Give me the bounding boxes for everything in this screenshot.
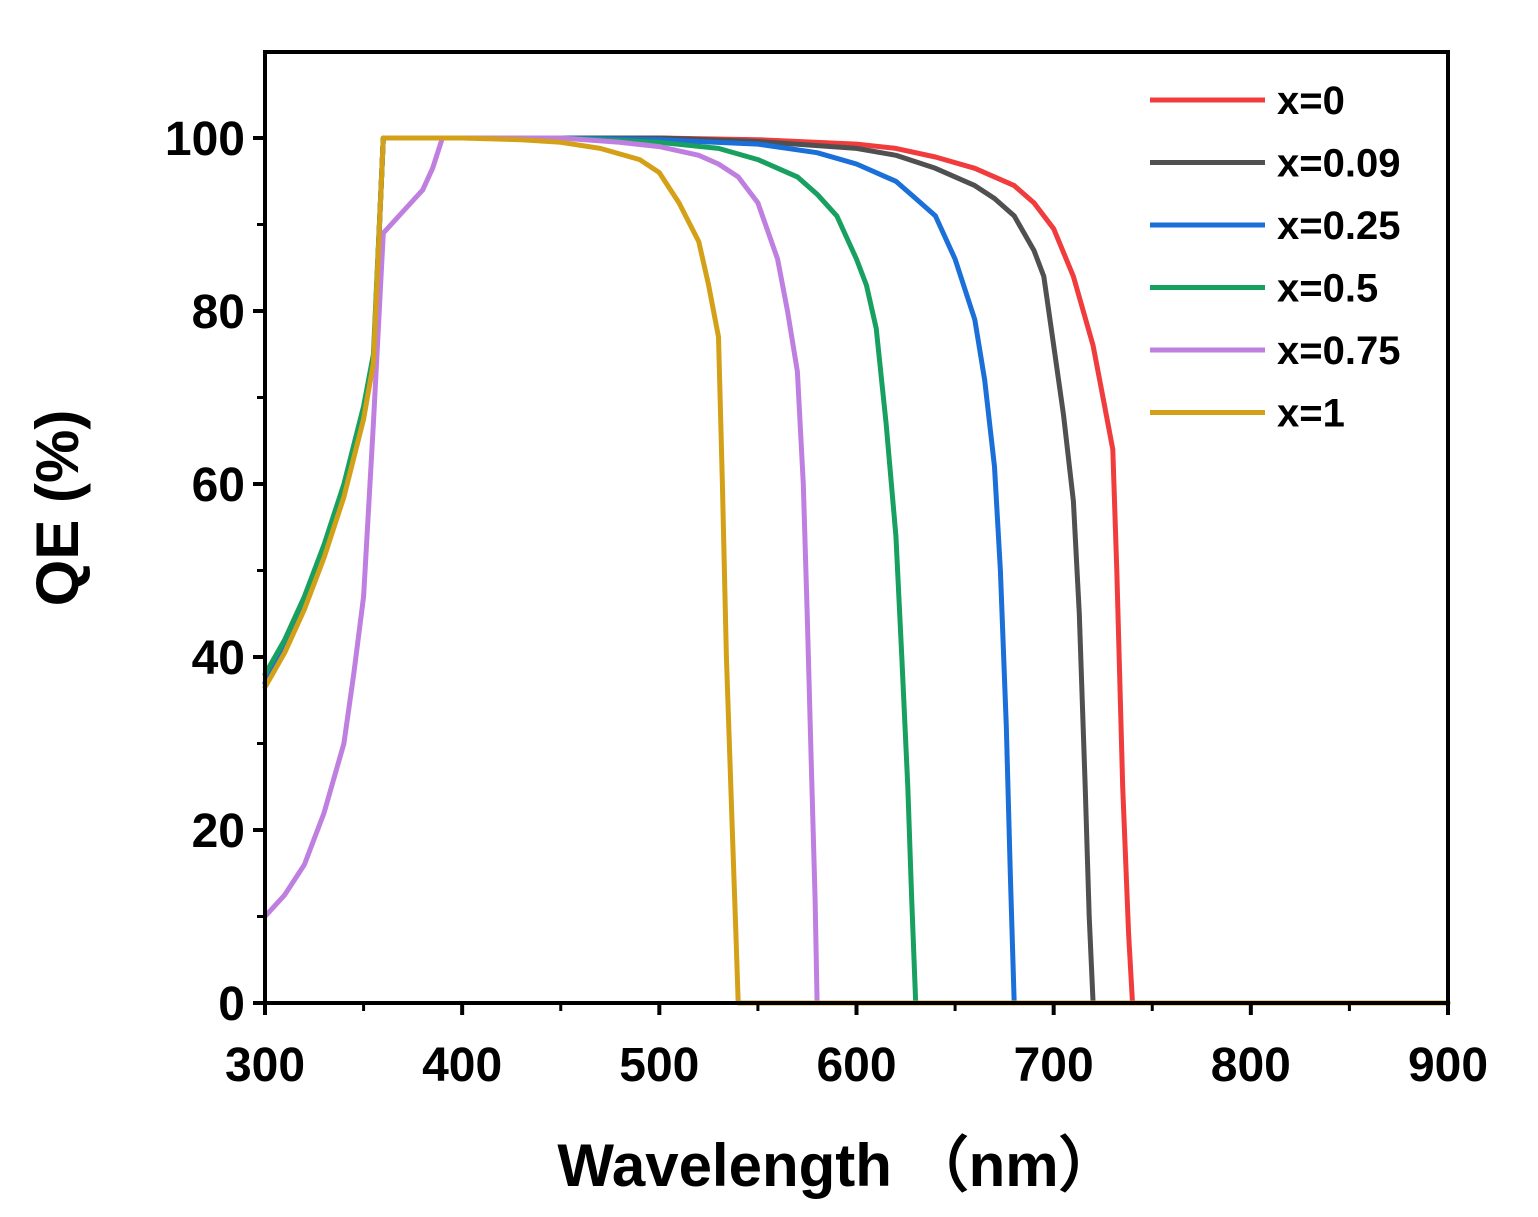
y-tick-label: 20 (192, 805, 245, 858)
x-tick-label: 900 (1408, 1039, 1488, 1092)
series-layer (262, 135, 1451, 1006)
legend-label: x=0.5 (1277, 267, 1378, 311)
y-tick-label: 60 (192, 459, 245, 512)
y-tick-label: 100 (165, 113, 245, 166)
legend-label: x=0 (1277, 79, 1345, 123)
x-tick-label: 700 (1014, 1039, 1094, 1092)
series-line-x-1 (262, 135, 1451, 1006)
legend-label: x=0.25 (1277, 204, 1400, 248)
legend-label: x=1 (1277, 392, 1345, 436)
y-tick-label: 40 (192, 632, 245, 685)
y-tick-label: 0 (218, 978, 245, 1031)
tick-layer: 300 400 500 600 700 800 900 0 20 40 60 80 100 (165, 113, 1488, 1092)
series-line-x-0-75 (262, 135, 1451, 1006)
y-tick-label: 80 (192, 286, 245, 339)
series-line-x-0-5 (262, 135, 1451, 1006)
x-tick-label: 600 (816, 1039, 896, 1092)
legend-label: x=0.75 (1277, 329, 1400, 373)
legend-label: x=0.09 (1277, 142, 1400, 186)
x-tick-label: 500 (619, 1039, 699, 1092)
x-axis-title: Wavelength （nm） (557, 1132, 1118, 1199)
legend: x=0 x=0.09 x=0.25 x=0.5 x=0.75 x=1 (1150, 79, 1400, 436)
y-axis-title: QE (%) (24, 410, 91, 607)
x-tick-label: 400 (422, 1039, 502, 1092)
x-tick-label: 800 (1211, 1039, 1291, 1092)
x-tick-label: 300 (225, 1039, 305, 1092)
